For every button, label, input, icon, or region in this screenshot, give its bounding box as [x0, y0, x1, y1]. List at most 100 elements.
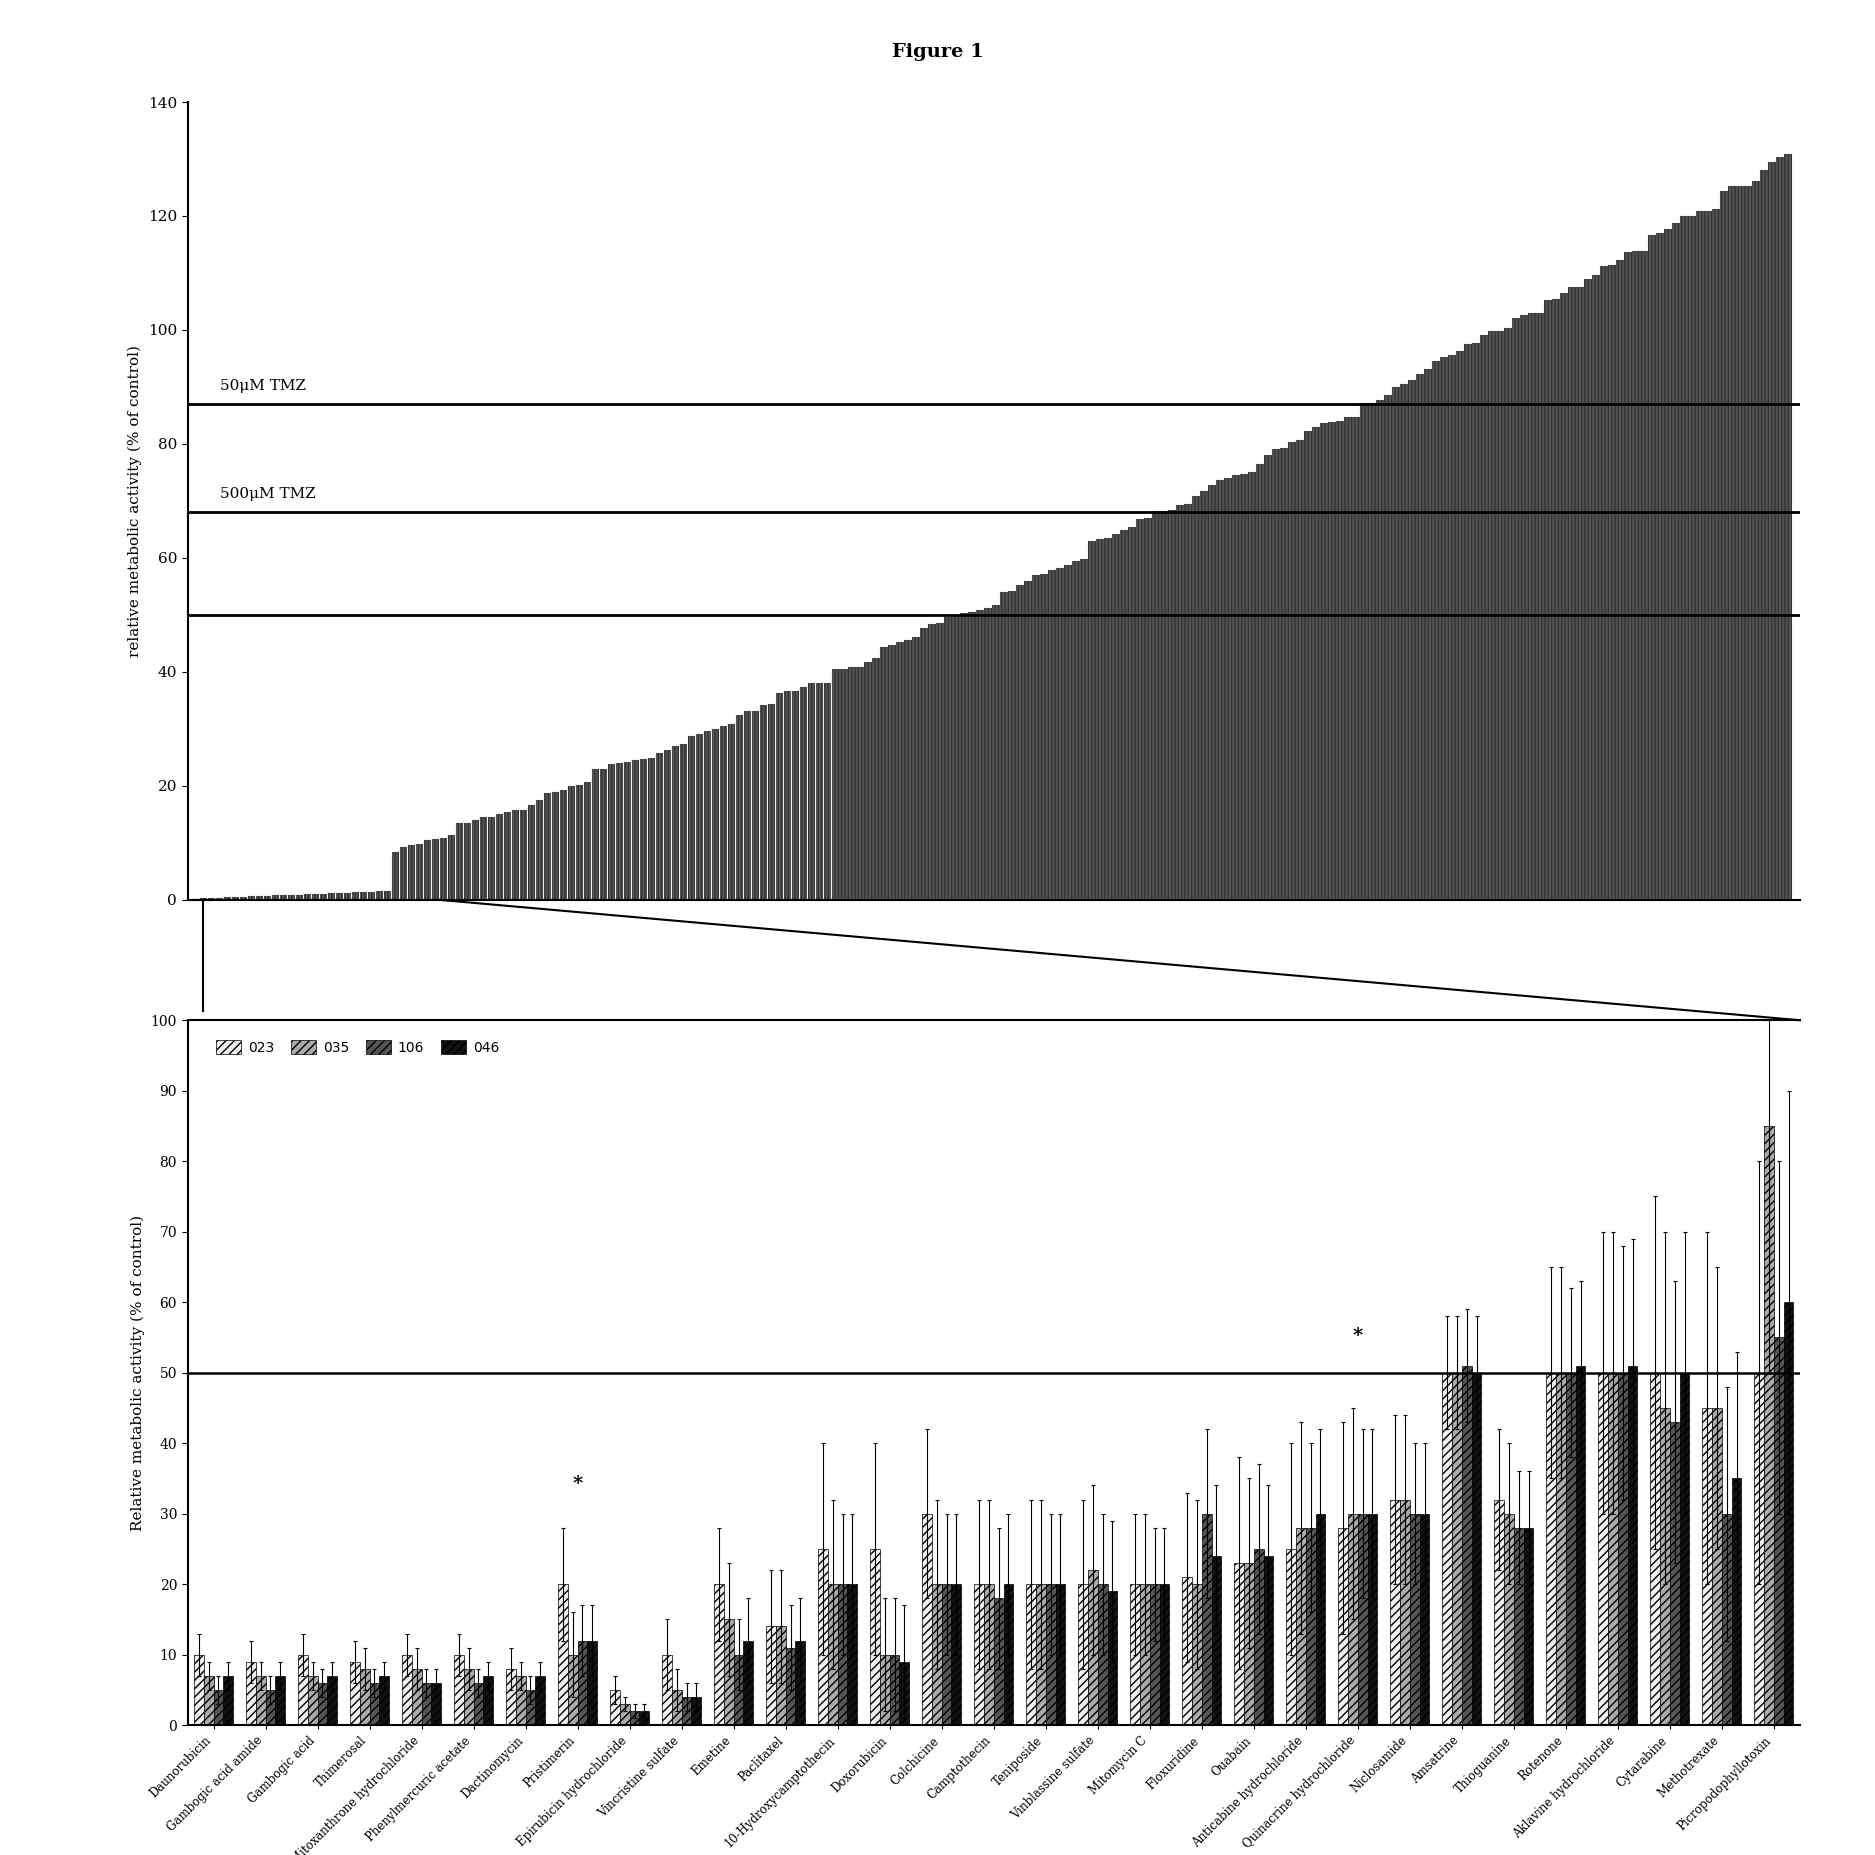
Bar: [583, 783, 591, 900]
Bar: [808, 683, 816, 900]
Bar: [298, 1655, 308, 1725]
Bar: [1369, 403, 1376, 900]
Bar: [472, 820, 480, 900]
Bar: [422, 1682, 431, 1725]
Bar: [1232, 475, 1239, 900]
Bar: [1048, 569, 1056, 900]
Bar: [639, 759, 647, 900]
Bar: [696, 735, 703, 900]
Bar: [682, 1697, 692, 1725]
Bar: [994, 1599, 1003, 1725]
Bar: [1732, 1478, 1742, 1725]
Bar: [1401, 384, 1408, 900]
Bar: [1462, 1365, 1472, 1725]
Bar: [1391, 388, 1399, 900]
Bar: [769, 705, 776, 900]
Text: 500μM TMZ: 500μM TMZ: [219, 486, 315, 501]
Bar: [1024, 581, 1031, 900]
Bar: [311, 894, 319, 900]
Bar: [1416, 373, 1423, 900]
Bar: [1568, 288, 1575, 900]
Bar: [519, 809, 527, 900]
Bar: [879, 647, 887, 900]
Bar: [1736, 186, 1744, 900]
Bar: [568, 787, 576, 900]
Bar: [246, 1662, 255, 1725]
Bar: [977, 610, 984, 900]
Bar: [928, 623, 936, 900]
Bar: [1704, 211, 1712, 900]
Text: 50μM TMZ: 50μM TMZ: [219, 378, 306, 393]
Bar: [1528, 313, 1536, 900]
Bar: [1641, 252, 1648, 900]
Bar: [609, 1690, 621, 1725]
Bar: [615, 762, 622, 900]
Bar: [776, 1627, 786, 1725]
Bar: [943, 616, 951, 900]
Bar: [1592, 275, 1599, 900]
Bar: [1783, 1302, 1794, 1725]
Bar: [1584, 278, 1592, 900]
Bar: [1408, 380, 1416, 900]
Bar: [392, 851, 399, 900]
Bar: [1609, 265, 1616, 900]
Bar: [287, 894, 296, 900]
Bar: [1151, 510, 1159, 900]
Bar: [232, 898, 240, 900]
Bar: [848, 668, 855, 900]
Bar: [276, 1675, 285, 1725]
Bar: [379, 1675, 390, 1725]
Bar: [692, 1697, 701, 1725]
Bar: [456, 824, 463, 900]
Bar: [1376, 401, 1384, 900]
Bar: [1031, 575, 1039, 900]
Bar: [480, 818, 488, 900]
Bar: [240, 896, 248, 900]
Bar: [576, 785, 583, 900]
Bar: [1408, 380, 1416, 900]
Bar: [568, 787, 576, 900]
Bar: [328, 1675, 338, 1725]
Bar: [1031, 575, 1039, 900]
Bar: [488, 816, 495, 900]
Bar: [1536, 313, 1543, 900]
Bar: [193, 1655, 204, 1725]
Bar: [1650, 1373, 1659, 1725]
Bar: [304, 894, 311, 900]
Bar: [960, 612, 968, 900]
Bar: [662, 1655, 671, 1725]
Bar: [1296, 440, 1303, 900]
Bar: [1249, 471, 1256, 900]
Bar: [1161, 510, 1168, 900]
Bar: [1577, 288, 1584, 900]
Bar: [1041, 573, 1048, 900]
Bar: [328, 894, 336, 900]
Bar: [1328, 423, 1335, 900]
Bar: [714, 1584, 724, 1725]
Bar: [1504, 328, 1511, 900]
Bar: [784, 692, 791, 900]
Bar: [1440, 356, 1448, 900]
Bar: [474, 1682, 484, 1725]
Bar: [1464, 345, 1472, 900]
Bar: [1072, 560, 1080, 900]
Bar: [1104, 538, 1112, 900]
Bar: [1312, 427, 1320, 900]
Bar: [232, 898, 240, 900]
Bar: [1168, 510, 1176, 900]
Bar: [463, 1670, 474, 1725]
Bar: [1419, 1514, 1429, 1725]
Bar: [1764, 1126, 1774, 1725]
Bar: [1088, 542, 1095, 900]
Bar: [1097, 1584, 1108, 1725]
Bar: [592, 768, 600, 900]
Bar: [1009, 590, 1016, 900]
Bar: [1719, 191, 1727, 900]
Bar: [1513, 1529, 1524, 1725]
Bar: [1224, 479, 1232, 900]
Bar: [431, 838, 439, 900]
Bar: [1552, 299, 1560, 900]
Bar: [1161, 510, 1168, 900]
Bar: [1192, 497, 1200, 900]
Bar: [1496, 330, 1504, 900]
